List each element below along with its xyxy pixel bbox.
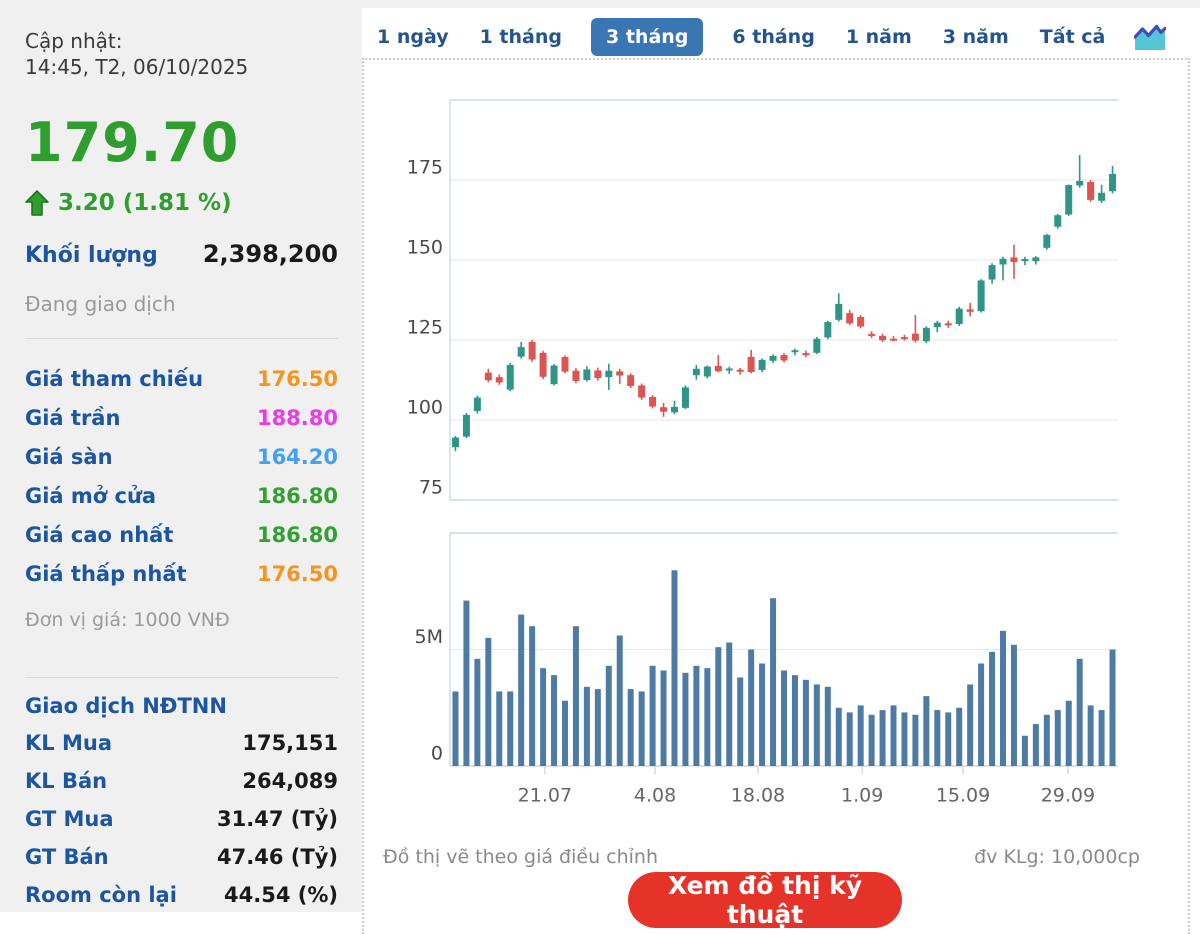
- top-strip: [0, 0, 1200, 8]
- chart-panel: 1 ngày 1 tháng 3 tháng 6 tháng 1 năm 3 năm Tất…: [362, 8, 1200, 934]
- price-info-value: 186.80: [256, 522, 338, 547]
- foreign-row-value: 175,151: [242, 731, 338, 755]
- price-info-row: Giá thấp nhất 176.50: [25, 554, 338, 593]
- price-info-row: Giá sàn 164.20: [25, 437, 338, 476]
- price-info-label: Giá trần: [25, 405, 121, 430]
- foreign-trading-row: KL Mua 175,151: [25, 724, 338, 762]
- price-unit-note: Đơn vị giá: 1000 VNĐ: [25, 609, 230, 631]
- timeframe-tabs: 1 ngày 1 tháng 3 tháng 6 tháng 1 năm 3 năm Tất…: [375, 16, 1167, 58]
- timeframe-tab[interactable]: 3 năm: [942, 26, 1009, 48]
- volume-row: Khối lượng 2,398,200: [25, 240, 338, 270]
- price-info-row: Giá tham chiếu 176.50: [25, 359, 338, 398]
- foreign-trading-table: KL Mua 175,151 KL Bán 264,089 GT Mua 31.…: [25, 724, 338, 912]
- up-arrow-icon: [25, 190, 49, 216]
- price-info-row: Giá mở cửa 186.80: [25, 476, 338, 515]
- price-change-value: 3.20 (1.81 %): [58, 190, 232, 216]
- foreign-trading-title: Giao dịch NĐTNN: [25, 694, 227, 718]
- timeframe-tab[interactable]: 6 tháng: [732, 26, 815, 48]
- chart-dashed-border: [362, 58, 1190, 934]
- price-info-value: 164.20: [256, 444, 338, 469]
- timeframe-tab[interactable]: Tất cả: [1039, 26, 1106, 48]
- price-info-value: 176.50: [256, 366, 338, 391]
- foreign-row-value: 31.47 (Tỷ): [217, 807, 338, 831]
- technical-chart-button[interactable]: Xem đồ thị kỹ thuật: [628, 871, 902, 929]
- price-info-value: 176.50: [256, 561, 338, 586]
- timeframe-tab[interactable]: 1 tháng: [479, 26, 562, 48]
- foreign-trading-row: GT Mua 31.47 (Tỷ): [25, 800, 338, 838]
- price-info-label: Giá sàn: [25, 444, 113, 469]
- foreign-trading-row: KL Bán 264,089: [25, 762, 338, 800]
- update-time: 14:45, T2, 06/10/2025: [25, 55, 249, 79]
- foreign-row-value: 264,089: [242, 769, 338, 793]
- volume-value: 2,398,200: [202, 240, 338, 268]
- adjusted-price-note: Đồ thị vẽ theo giá điều chỉnh: [383, 846, 658, 868]
- price-info-row: Giá cao nhất 186.80: [25, 515, 338, 554]
- update-label: Cập nhật:: [25, 29, 123, 53]
- price-info-label: Giá tham chiếu: [25, 366, 204, 391]
- price-info-row: Giá trần 188.80: [25, 398, 338, 437]
- timeframe-tab[interactable]: 1 ngày: [377, 26, 449, 48]
- quote-sidebar: Cập nhật: 14:45, T2, 06/10/2025 179.70 3…: [0, 8, 362, 912]
- price-info-label: Giá cao nhất: [25, 522, 174, 547]
- area-chart-icon[interactable]: [1133, 24, 1167, 51]
- foreign-row-label: Room còn lại: [25, 883, 177, 907]
- price-info-table: Giá tham chiếu 176.50 Giá trần 188.80 Gi…: [25, 359, 338, 593]
- foreign-trading-row: Room còn lại 44.54 (%): [25, 876, 338, 912]
- foreign-row-label: GT Bán: [25, 845, 109, 869]
- volume-unit-note: đv KLg: 10,000cp: [974, 846, 1140, 868]
- divider: [25, 338, 338, 339]
- foreign-row-label: KL Bán: [25, 769, 108, 793]
- foreign-row-value: 44.54 (%): [224, 883, 338, 907]
- price-info-label: Giá thấp nhất: [25, 561, 187, 586]
- timeframe-tab[interactable]: 3 tháng: [591, 18, 704, 56]
- foreign-row-label: KL Mua: [25, 731, 112, 755]
- price-info-value: 186.80: [256, 483, 338, 508]
- foreign-trading-row: GT Bán 47.46 (Tỷ): [25, 838, 338, 876]
- foreign-row-label: GT Mua: [25, 807, 114, 831]
- last-price: 179.70: [25, 111, 240, 174]
- foreign-row-value: 47.46 (Tỷ): [217, 845, 338, 869]
- volume-label: Khối lượng: [25, 243, 158, 268]
- price-change-row: 3.20 (1.81 %): [25, 188, 338, 218]
- divider: [25, 677, 338, 678]
- trading-status: Đang giao dịch: [25, 292, 176, 316]
- timeframe-tab[interactable]: 1 năm: [845, 26, 912, 48]
- price-info-value: 188.80: [256, 405, 338, 430]
- price-info-label: Giá mở cửa: [25, 483, 157, 508]
